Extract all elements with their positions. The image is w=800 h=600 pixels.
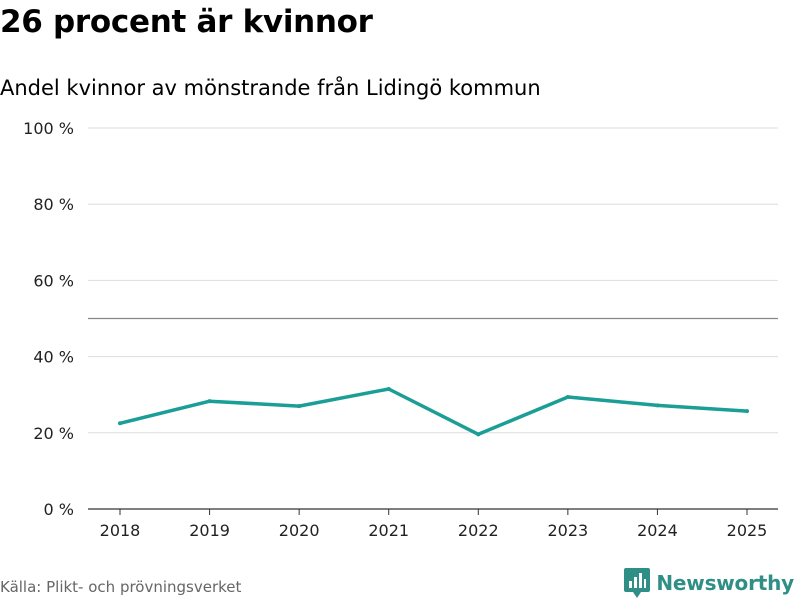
data-point xyxy=(118,421,122,426)
series-line xyxy=(118,387,749,437)
data-point xyxy=(386,386,391,391)
y-tick-label: 100 % xyxy=(23,119,74,138)
y-tick-label: 0 % xyxy=(44,500,74,519)
x-tick-label: 2020 xyxy=(279,521,320,540)
newsworthy-logo-icon xyxy=(624,568,651,598)
chart-title: 26 procent är kvinnor xyxy=(0,4,373,40)
x-tick-label: 2025 xyxy=(727,521,768,540)
data-point xyxy=(655,403,660,408)
brand-name: Newsworthy xyxy=(656,571,794,595)
data-point xyxy=(476,432,481,437)
y-tick-label: 20 % xyxy=(33,424,74,443)
x-tick-label: 2021 xyxy=(368,521,409,540)
x-tick-label: 2018 xyxy=(100,521,141,540)
chart-subtitle: Andel kvinnor av mönstrande från Lidingö… xyxy=(0,76,541,100)
data-point xyxy=(745,409,749,414)
brand-logo: Newsworthy xyxy=(624,568,794,598)
data-point xyxy=(565,394,570,399)
y-tick-label: 80 % xyxy=(33,195,74,214)
y-tick-label: 40 % xyxy=(33,348,74,367)
y-tick-label: 60 % xyxy=(33,271,74,290)
data-point xyxy=(207,399,212,404)
x-tick-label: 2019 xyxy=(189,521,230,540)
source-note: Källa: Plikt- och prövningsverket xyxy=(0,578,242,596)
x-tick-label: 2022 xyxy=(458,521,499,540)
x-tick-label: 2024 xyxy=(637,521,678,540)
x-tick-label: 2023 xyxy=(547,521,588,540)
data-point xyxy=(297,404,302,409)
